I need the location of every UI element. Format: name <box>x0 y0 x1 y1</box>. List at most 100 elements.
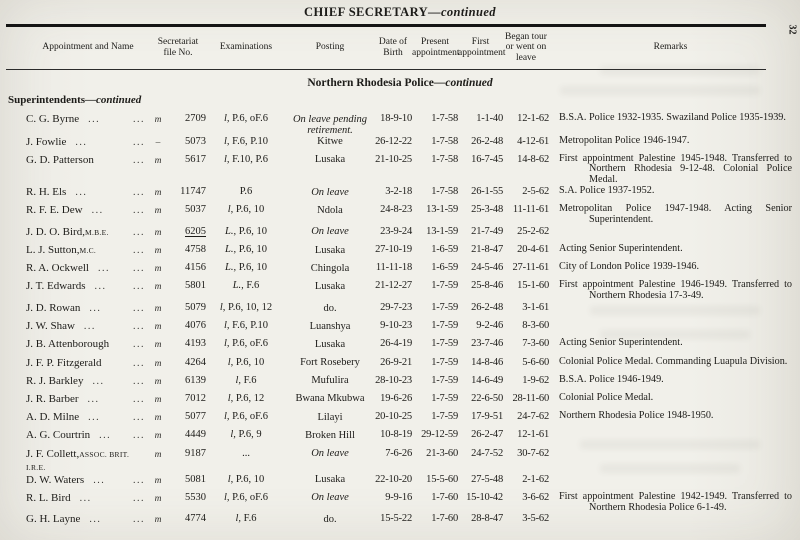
cell-date-of-birth: 19-6-26 <box>380 392 412 404</box>
cell-present-appointment: 1-7-59 <box>431 411 458 423</box>
bleed-through-artifact <box>600 66 760 75</box>
cell-appointment-and-name: R. F. E. Dew ... ... <box>26 204 150 217</box>
section-heading-main: Northern Rhodesia Police <box>307 77 434 89</box>
cell-present-appointment: 1-7-59 <box>431 392 458 404</box>
cell-secretariat-file-no: 2709 <box>185 113 206 124</box>
cell-first-appointment: 21-8-47 <box>471 244 503 256</box>
cell-marital-status: m <box>154 413 162 424</box>
cell-marital-status: m <box>154 449 162 460</box>
cell-marital-status: m <box>154 376 162 387</box>
cell-marital-status: m <box>154 227 162 238</box>
cell-examinations: l, P.6, oF.6 <box>223 338 269 350</box>
cell-appointment-and-name: J. R. Barber ... ... <box>26 393 150 406</box>
table-row: C. G. Byrne ... ... m 2709 l, P.6, oF.6 … <box>26 112 792 136</box>
cell-first-appointment: 26-1-55 <box>471 186 503 198</box>
officer-name: J. W. Shaw <box>26 320 75 333</box>
cell-marital-status: m <box>154 155 162 166</box>
cell-first-appointment: 14-6-49 <box>471 374 503 386</box>
page-title-main: CHIEF SECRETARY <box>304 5 429 19</box>
cell-appointment-and-name: J. F. P. Fitzgerald ... <box>26 357 150 370</box>
cell-first-appointment: 24-7-52 <box>471 447 503 459</box>
table-row: J. R. Barber ... ... m 7012 l, P.6, 12 B… <box>26 392 792 411</box>
cell-secretariat-file-no: 5530 <box>185 491 206 503</box>
cell-examinations: P.6 <box>239 186 253 198</box>
cell-marital-status: m <box>154 431 162 442</box>
cell-examinations: l, F.6 <box>235 374 257 386</box>
cell-first-appointment: 28-8-47 <box>471 513 503 525</box>
cell-present-appointment: 1-6-59 <box>431 262 458 274</box>
cell-remarks: First appointment Palestine 1946-1949. T… <box>559 279 792 302</box>
cell-present-appointment: 21-3-60 <box>426 447 458 459</box>
table-row: G. H. Layne ... ... m 4774 l, F.6 do. 15… <box>26 513 792 531</box>
cell-posting: On leave <box>311 492 349 504</box>
cell-present-appointment: 13-1-59 <box>426 204 458 216</box>
cell-date-of-birth: 15-5-22 <box>380 513 412 525</box>
table-row: R. H. Els ... ... m 11747 P.6 On leave 3… <box>26 185 792 204</box>
cell-date-of-birth: 24-8-23 <box>380 204 412 216</box>
cell-posting: Bwana Mkubwa <box>295 393 365 405</box>
cell-marital-status: m <box>154 493 162 504</box>
cell-first-appointment: 26-2-47 <box>471 429 503 441</box>
cell-first-appointment: 14-8-46 <box>471 356 503 368</box>
table-row: A. D. Milne ... ... m 5077 l, P.6, oF.6 … <box>26 410 792 429</box>
page-title-continued: continued <box>440 5 496 19</box>
officer-name: J. D. Rowan <box>26 302 81 315</box>
cell-posting: do. <box>323 513 337 525</box>
cell-present-appointment: 1-7-58 <box>431 113 458 124</box>
cell-appointment-and-name: A. D. Milne ... ... <box>26 411 150 424</box>
cell-examinations: l, P.6, 10 <box>227 204 265 216</box>
cell-secretariat-file-no: 4774 <box>185 513 206 525</box>
officer-name: R. A. Ockwell <box>26 262 89 275</box>
cell-began-tour-or-leave: 3-5-62 <box>522 513 549 525</box>
cell-present-appointment: 1-7-59 <box>431 320 458 332</box>
cell-posting: Luanshya <box>309 320 351 332</box>
dot-leader: ... ... <box>83 321 145 333</box>
cell-present-appointment: 1-7-58 <box>431 186 458 198</box>
cell-began-tour-or-leave: 27-11-61 <box>512 262 549 274</box>
cell-secretariat-file-no: 4264 <box>185 356 206 368</box>
table-row: J. T. Edwards ... ... m 5801 L., F.6 Lus… <box>26 280 792 302</box>
cell-first-appointment: 9-2-46 <box>476 320 503 332</box>
cell-examinations: L., P.6, 10 <box>224 262 268 274</box>
cell-secretariat-file-no: 4076 <box>185 320 206 332</box>
officer-name: R. H. Els <box>26 186 67 199</box>
table-row: J. B. Attenborough ... m 4193 l, P.6, oF… <box>26 338 792 356</box>
cell-examinations: l, F.6 <box>235 513 257 525</box>
cell-posting: Broken Hill <box>305 429 355 441</box>
officer-name: J. F. P. Fitzgerald <box>26 356 102 369</box>
section-heading: Northern Rhodesia Police—continued <box>0 77 800 89</box>
cell-secretariat-file-no: 4449 <box>185 429 206 441</box>
cell-present-appointment: 13-1-59 <box>426 225 458 237</box>
column-header-appointment-and-name: Appointment and Name <box>42 42 134 53</box>
cell-first-appointment: 26-2-48 <box>471 135 503 147</box>
column-header-began-tour: Began tour or went on leave <box>505 31 547 63</box>
cell-posting: On leave pending retirement. <box>292 113 368 136</box>
table-row: R. L. Bird ... ... m 5530 l, P.6, oF.6 O… <box>26 491 792 514</box>
cell-present-appointment: 1-7-60 <box>431 491 458 503</box>
table-row: A. G. Courtrin ... ... m 4449 l, P.6, 9 … <box>26 429 792 447</box>
cell-examinations: l, P.6, oF.6 <box>223 491 269 503</box>
cell-appointment-and-name: D. W. Waters ... ... <box>26 474 150 487</box>
cell-date-of-birth: 11-11-18 <box>375 262 412 274</box>
cell-marital-status: m <box>154 115 162 125</box>
cell-examinations: l, P.6, oF.6 <box>223 113 269 124</box>
cell-posting: Lusaka <box>314 244 346 256</box>
cell-began-tour-or-leave: 2-5-62 <box>522 186 549 198</box>
cell-marital-status: m <box>154 304 162 315</box>
cell-appointment-and-name: J. W. Shaw ... ... <box>26 320 150 333</box>
column-header-first-appointment: First appointment <box>458 37 506 58</box>
officer-name: C. G. Byrne <box>26 113 80 125</box>
cell-secretariat-file-no: 5077 <box>185 411 206 423</box>
dot-leader: ... <box>133 357 145 369</box>
cell-examinations: L., F.6 <box>232 280 260 292</box>
cell-first-appointment: 15-10-42 <box>466 491 503 503</box>
cell-posting: Chingola <box>310 262 350 274</box>
cell-examinations: ... <box>242 447 250 459</box>
dot-leader: ... ... <box>97 263 145 275</box>
table-row: J. W. Shaw ... ... m 4076 l, F.6, P.10 L… <box>26 320 792 338</box>
cell-date-of-birth: 9-9-16 <box>385 491 412 503</box>
header-rule <box>6 69 766 70</box>
dot-leader: ... ... <box>79 492 145 504</box>
dot-leader: ... ... <box>89 303 145 315</box>
